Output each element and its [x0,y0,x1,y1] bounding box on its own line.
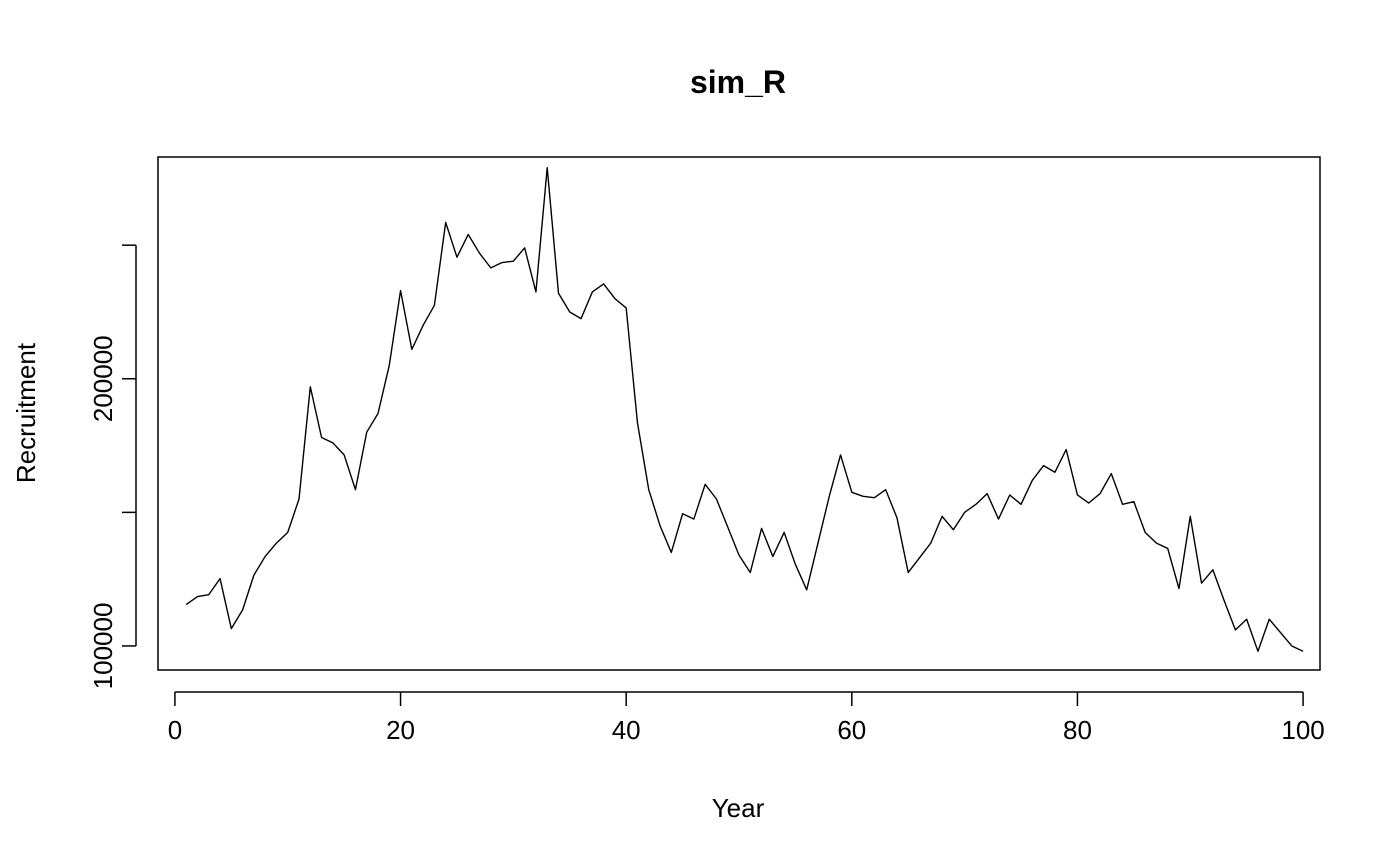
y-axis-label: Recruitment [11,342,41,483]
x-axis: 0 20 40 60 80 100 [168,691,1325,745]
x-tick-label: 60 [837,715,866,745]
x-tick-label: 40 [612,715,641,745]
y-tick-label: 100000 [88,603,118,690]
x-axis-label: Year [712,793,765,823]
data-points [186,168,1303,652]
recruitment-series-line [185,166,1304,652]
x-tick-label: 20 [386,715,415,745]
x-tick-label: 100 [1281,715,1324,745]
y-axis: 100000 200000 [88,244,137,690]
chart-title: sim_R [690,64,786,100]
plot-area-frame [157,156,1321,671]
y-tick-label: 200000 [88,335,118,422]
x-tick-label: 80 [1063,715,1092,745]
x-tick-label: 0 [168,715,182,745]
